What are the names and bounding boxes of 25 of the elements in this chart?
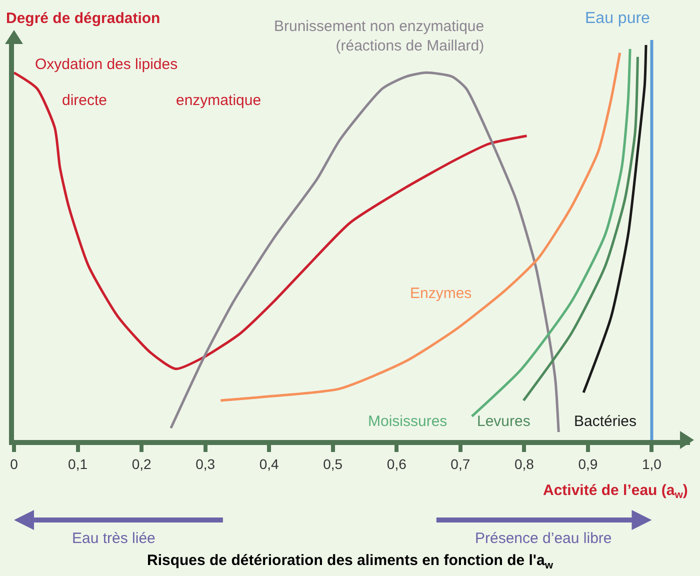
text: Eau très liée <box>72 530 156 547</box>
series-label: Enzymes <box>410 285 472 302</box>
x-tick-label: 1,0 <box>642 456 662 472</box>
text: Risques de détérioration des aliments en fonction de l'a$_{w}$ <box>147 552 554 572</box>
x-tick-label: 0,9 <box>578 456 598 472</box>
x-tick-label: 0,2 <box>132 456 152 472</box>
x-tick-label: 0,5 <box>323 456 343 472</box>
x-tick-label: 0,3 <box>196 456 216 472</box>
series-label: Oxydation des lipides <box>35 56 178 73</box>
text: Brunissement non enzymatique (réactions de Maillard) <box>274 18 484 54</box>
x-tick-label: 0,7 <box>450 456 470 472</box>
x-tick-label: 0,1 <box>68 456 88 472</box>
x-tick-label: 0 <box>10 456 18 472</box>
x-tick-label: 0,4 <box>259 456 280 472</box>
y-axis-title: Degré de dégradation <box>6 10 160 27</box>
series-label: Levures <box>477 413 530 430</box>
text: Présence d’eau libre <box>475 530 612 547</box>
annotation: directe <box>62 92 108 109</box>
x-tick-label: 0,8 <box>514 456 534 472</box>
series-label: Bactéries <box>574 413 637 430</box>
x-axis-title: Activité de l’eau (a$_{w}$) <box>543 482 688 502</box>
ref-line-label: Eau pure <box>585 10 650 27</box>
annotation: enzymatique <box>176 92 262 109</box>
x-tick-label: 0,6 <box>386 456 407 472</box>
series-label: Moisissures <box>368 413 448 430</box>
